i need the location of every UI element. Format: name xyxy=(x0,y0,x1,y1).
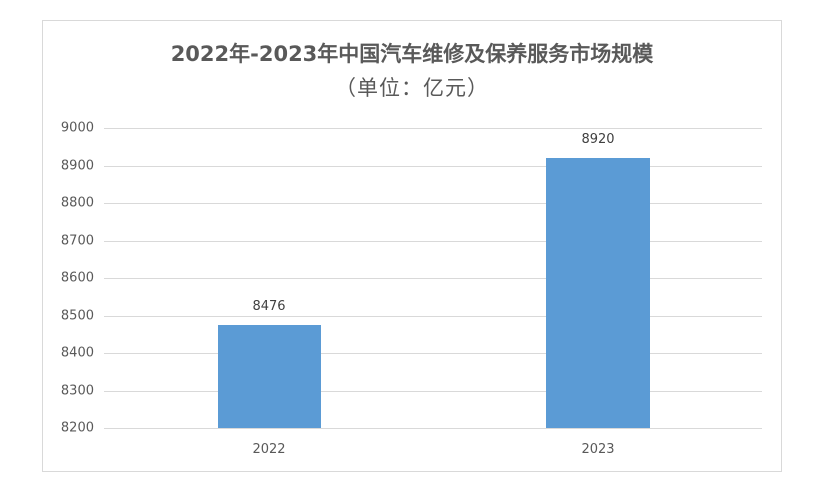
x-tick-2022: 2022 xyxy=(252,442,286,457)
data-label-2023: 8920 xyxy=(581,132,615,147)
y-tick: 8400 xyxy=(60,345,94,361)
plot-area: 9000 8900 8800 8700 8600 8500 8400 8300 … xyxy=(61,121,762,457)
y-tick: 8300 xyxy=(60,383,94,398)
y-tick: 9000 xyxy=(60,120,94,136)
gridline xyxy=(104,315,762,317)
gridline xyxy=(104,278,762,279)
y-tick: 8700 xyxy=(60,233,94,248)
data-label-2022: 8476 xyxy=(252,298,286,314)
chart-title: 2022年-2023年中国汽车维修及保养服务市场规模 xyxy=(170,42,654,66)
chart-frame xyxy=(42,20,782,472)
y-tick: 8200 xyxy=(60,420,94,436)
gridline xyxy=(104,240,762,242)
y-tick: 8800 xyxy=(60,195,94,211)
gridline xyxy=(104,390,762,392)
y-tick: 8500 xyxy=(60,308,94,323)
chart-subtitle: （单位：亿元） xyxy=(335,76,489,100)
x-axis-line xyxy=(104,428,762,429)
bar-2023 xyxy=(546,158,650,428)
bar-2022 xyxy=(218,324,321,428)
y-tick: 8600 xyxy=(60,270,94,286)
gridline xyxy=(104,128,762,129)
gridline xyxy=(104,353,762,354)
gridline xyxy=(104,165,762,167)
y-tick: 8900 xyxy=(60,158,94,173)
gridline xyxy=(104,203,762,204)
x-tick-2023: 2023 xyxy=(581,442,615,457)
